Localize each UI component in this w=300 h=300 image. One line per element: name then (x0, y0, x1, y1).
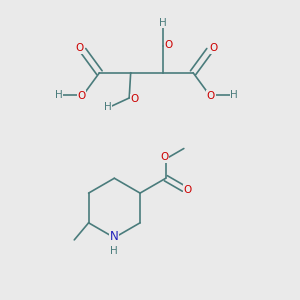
Text: H: H (103, 103, 111, 112)
Text: O: O (75, 43, 83, 53)
Text: O: O (130, 94, 139, 104)
Text: H: H (160, 18, 167, 28)
Text: O: O (77, 91, 86, 100)
Text: O: O (165, 40, 173, 50)
Text: N: N (110, 230, 119, 243)
Text: O: O (207, 91, 215, 100)
Text: H: H (230, 90, 238, 100)
Text: H: H (55, 90, 62, 100)
Text: O: O (209, 43, 218, 53)
Text: O: O (184, 184, 192, 194)
Text: O: O (160, 152, 169, 162)
Text: H: H (110, 246, 118, 256)
